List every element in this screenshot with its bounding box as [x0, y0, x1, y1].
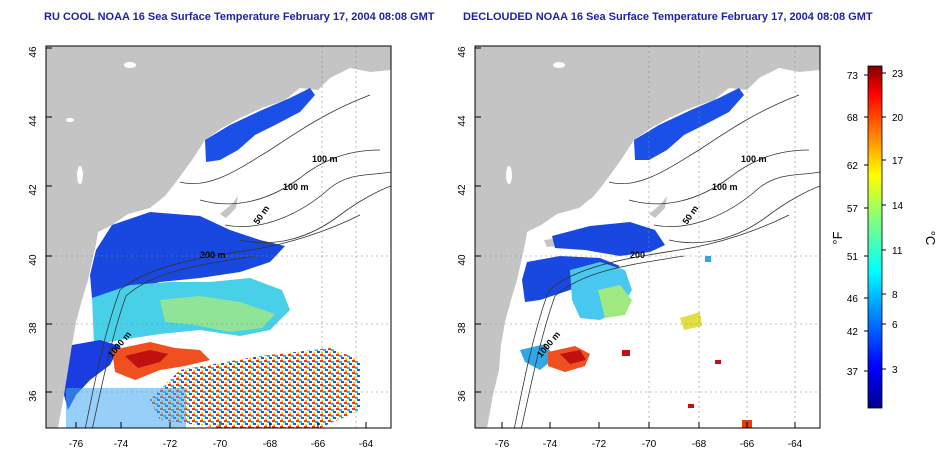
c-tick-17: 17 — [892, 156, 904, 167]
c-tick-14: 14 — [892, 201, 904, 212]
left-lat-42: 42 — [28, 184, 39, 196]
left-map: 100 m 100 m 50 m 200 m 1000 m — [28, 45, 392, 450]
right-lon-74: -74 — [543, 439, 558, 450]
left-lon-70: -70 — [213, 439, 228, 450]
f-tick-62: 62 — [847, 161, 859, 172]
right-lat-38: 38 — [457, 322, 468, 334]
right-lon-68: -68 — [692, 439, 707, 450]
right-lat-44: 44 — [457, 115, 468, 127]
left-lake-3 — [66, 118, 74, 122]
colorbar-ticks — [864, 72, 886, 372]
f-tick-57: 57 — [847, 204, 859, 215]
left-cape-cod — [220, 196, 238, 218]
left-lat-46: 46 — [28, 46, 39, 58]
right-ticks — [475, 47, 796, 428]
left-lon-74: -74 — [114, 439, 129, 450]
left-sst-noise — [150, 348, 360, 428]
f-tick-42: 42 — [847, 327, 859, 338]
right-sst-speck-5 — [705, 256, 711, 262]
right-map: 100 m 100 m 50 m 200 1000 m — [457, 45, 821, 450]
colorbar-unit-fahrenheit: °F — [830, 231, 845, 244]
left-lake-2 — [124, 62, 136, 68]
right-lake-1 — [506, 166, 512, 184]
left-contour-label-2: 100 m — [283, 182, 309, 192]
left-sst-slope-green — [160, 296, 275, 332]
c-tick-11: 11 — [892, 246, 903, 257]
left-lon-76: -76 — [69, 439, 84, 450]
colorbar-f-labels: 73 68 62 57 51 46 42 37 — [847, 71, 859, 378]
right-sst-gulfstream-core — [560, 350, 586, 364]
right-sst-speck-1 — [622, 350, 630, 356]
right-lon-labels: -76 -74 -72 -70 -68 -66 -64 — [495, 439, 803, 450]
left-lon-64: -64 — [359, 439, 374, 450]
right-map-title: DECLOUDED NOAA 16 Sea Surface Temperatur… — [463, 11, 873, 23]
right-lon-64: -64 — [788, 439, 803, 450]
left-lat-40: 40 — [28, 254, 39, 266]
c-tick-6: 6 — [892, 320, 898, 331]
f-tick-68: 68 — [847, 113, 859, 124]
right-lon-70: -70 — [642, 439, 657, 450]
left-lon-68: -68 — [263, 439, 278, 450]
right-lon-72: -72 — [592, 439, 607, 450]
right-lat-40: 40 — [457, 254, 468, 266]
left-land — [46, 46, 391, 428]
right-lon-66: -66 — [740, 439, 755, 450]
left-sst-gulfstream-core — [125, 350, 168, 368]
left-contours — [84, 94, 391, 428]
left-lat-labels: 36 38 40 42 44 46 — [28, 46, 39, 402]
left-ticks — [46, 47, 367, 428]
right-land — [475, 46, 820, 428]
colorbar-gradient — [867, 65, 883, 409]
right-lake-2 — [553, 62, 565, 68]
left-sst-gulf-maine — [205, 88, 315, 162]
f-tick-51: 51 — [847, 252, 859, 263]
left-lat-38: 38 — [28, 322, 39, 334]
left-lat-44: 44 — [28, 115, 39, 127]
right-lat-46: 46 — [457, 46, 468, 58]
right-lat-36: 36 — [457, 390, 468, 402]
right-sst-shelf-north — [552, 222, 665, 256]
left-lon-72: -72 — [163, 439, 178, 450]
right-sst-speck-3 — [688, 404, 694, 408]
right-lon-76: -76 — [495, 439, 510, 450]
left-lon-labels: -76 -74 -72 -70 -68 -66 -64 — [69, 439, 374, 450]
c-tick-8: 8 — [892, 290, 898, 301]
right-lat-labels: 36 38 40 42 44 46 — [457, 46, 468, 402]
right-lat-42: 42 — [457, 184, 468, 196]
colorbar-c-labels: 23 20 17 14 11 8 6 3 — [892, 69, 904, 376]
left-sst-south — [66, 388, 186, 428]
f-tick-46: 46 — [847, 294, 859, 305]
right-contour-label-2: 100 m — [712, 182, 738, 192]
left-lake-1 — [77, 166, 83, 184]
c-tick-3: 3 — [892, 365, 898, 376]
right-map-frame — [474, 45, 821, 429]
right-contours — [513, 94, 820, 428]
left-contour-label-4: 200 m — [200, 250, 226, 260]
left-map-title: RU COOL NOAA 16 Sea Surface Temperature … — [44, 11, 435, 23]
right-contour-label-1: 100 m — [741, 154, 767, 164]
right-cape-cod — [649, 196, 667, 218]
left-lon-66: -66 — [311, 439, 326, 450]
f-tick-73: 73 — [847, 71, 859, 82]
right-sst-gulf-maine — [634, 88, 744, 160]
colorbar-unit-celsius: °C — [923, 231, 938, 246]
left-contour-label-1: 100 m — [312, 154, 338, 164]
c-tick-23: 23 — [892, 69, 904, 80]
colorbar: 73 68 62 57 51 46 42 37 23 20 17 14 11 8… — [830, 65, 938, 409]
right-sst-speck-2 — [715, 360, 721, 364]
f-tick-37: 37 — [847, 367, 859, 378]
right-sst-slope-green — [598, 285, 632, 318]
left-lat-36: 36 — [28, 390, 39, 402]
right-grid — [475, 46, 820, 428]
left-map-frame — [45, 45, 392, 429]
c-tick-20: 20 — [892, 113, 904, 124]
right-sst-patch-yellow — [680, 312, 702, 330]
left-sst-shelf — [90, 212, 285, 298]
left-grid — [46, 46, 391, 428]
right-contour-label-4: 200 — [630, 250, 645, 260]
